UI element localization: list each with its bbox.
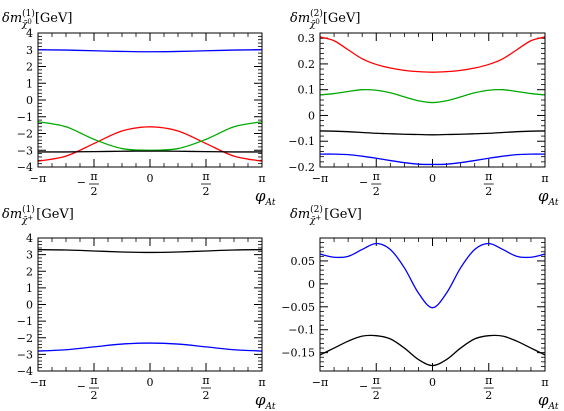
y-tick-label: 4 xyxy=(26,27,33,40)
y-tick-label: 0 xyxy=(308,278,315,291)
plot-frame xyxy=(319,32,546,168)
chart-panel-2: δm(2) χ̃0 [GeV]φAt−0.2−0.100.10.20.3−π − π20… xyxy=(288,8,559,208)
y-tick-label: 3 xyxy=(26,249,33,262)
y-tick-label: 0 xyxy=(26,299,33,312)
y-tick-label: 0.05 xyxy=(291,255,316,268)
series-line-4 xyxy=(37,150,263,153)
y-axis-label: δm(1) χ̃0 [GeV] xyxy=(2,8,72,30)
x-tick-label: 2 xyxy=(485,185,492,198)
x-tick-label: 2 xyxy=(485,389,492,402)
x-tick-label: π xyxy=(541,376,548,389)
y-tick-label: 0 xyxy=(308,109,315,122)
x-tick-label: π xyxy=(373,374,380,387)
x-tick-label: −π xyxy=(30,376,46,389)
series-line-1 xyxy=(37,49,263,53)
y-tick-label: −0.2 xyxy=(288,161,315,174)
x-axis-label: φAt xyxy=(538,391,559,411)
x-axis-label: φAt xyxy=(255,391,276,411)
x-tick-label: 0 xyxy=(429,172,436,185)
x-tick-label: −π xyxy=(312,376,328,389)
plot-frame xyxy=(37,32,263,168)
x-tick-label: π xyxy=(485,170,492,183)
y-tick-label: 2 xyxy=(26,265,33,278)
x-tick-label: π xyxy=(485,374,492,387)
y-tick-label: −1 xyxy=(17,111,33,124)
y-tick-label: −4 xyxy=(17,365,33,378)
y-tick-label: 0.2 xyxy=(298,58,316,71)
y-tick-label: −0.05 xyxy=(281,301,315,314)
series-line-1 xyxy=(319,242,546,309)
series-line-2 xyxy=(319,334,546,367)
series-line-1 xyxy=(37,248,263,254)
y-tick-label: −4 xyxy=(17,161,33,174)
x-tick-label: −π xyxy=(312,172,328,185)
y-tick-label: −0.1 xyxy=(288,135,315,148)
series-line-2 xyxy=(319,88,546,104)
x-axis-label: φAt xyxy=(538,187,559,208)
x-tick-label: π xyxy=(202,374,209,387)
y-tick-label: 0.1 xyxy=(298,84,316,97)
x-tick-label: 2 xyxy=(373,389,380,402)
x-tick-label: − xyxy=(77,176,86,189)
x-axis-label: φAt xyxy=(255,187,276,208)
x-tick-label: 0 xyxy=(429,376,436,389)
y-tick-label: −3 xyxy=(17,144,33,157)
y-tick-label: −0.1 xyxy=(288,324,315,337)
x-tick-label: π xyxy=(258,172,265,185)
x-tick-label: −π xyxy=(30,172,46,185)
x-tick-label: π xyxy=(90,170,97,183)
y-axis-label: δm(2) χ̃+ [GeV] xyxy=(290,204,362,226)
y-tick-label: −0.15 xyxy=(281,347,315,360)
plot-frame xyxy=(319,237,546,372)
x-tick-label: π xyxy=(373,170,380,183)
x-tick-label: 2 xyxy=(90,389,97,402)
y-axis-label: δm(1) χ̃+ [GeV] xyxy=(2,204,74,226)
series-line-3 xyxy=(319,130,546,136)
y-tick-label: −2 xyxy=(17,128,33,141)
plot-frame xyxy=(37,237,263,372)
x-tick-label: 2 xyxy=(90,185,97,198)
y-tick-label: 2 xyxy=(26,61,33,74)
series-line-4 xyxy=(319,153,546,166)
x-tick-label: 2 xyxy=(373,185,380,198)
x-tick-label: − xyxy=(359,380,368,393)
y-tick-label: −2 xyxy=(17,332,33,345)
y-tick-label: −3 xyxy=(17,348,33,361)
x-tick-label: 0 xyxy=(147,376,154,389)
x-tick-label: π xyxy=(541,172,548,185)
series-line-3 xyxy=(37,121,263,151)
y-tick-label: 0.3 xyxy=(298,32,316,45)
x-tick-label: 0 xyxy=(147,172,154,185)
x-tick-label: 2 xyxy=(203,185,210,198)
series-line-1 xyxy=(319,36,546,73)
x-tick-label: 2 xyxy=(203,389,210,402)
y-axis-label: δm(2) χ̃0 [GeV] xyxy=(290,8,360,30)
y-tick-label: 3 xyxy=(26,44,33,57)
y-tick-label: −1 xyxy=(17,315,33,328)
x-tick-label: − xyxy=(359,176,368,189)
x-tick-label: − xyxy=(77,380,86,393)
x-tick-label: π xyxy=(258,376,265,389)
x-tick-label: π xyxy=(90,374,97,387)
series-line-2 xyxy=(37,342,263,352)
y-tick-label: 1 xyxy=(26,282,33,295)
y-tick-label: 1 xyxy=(26,77,33,90)
y-tick-label: 0 xyxy=(26,94,33,107)
y-tick-label: 4 xyxy=(26,232,33,245)
x-tick-label: π xyxy=(202,170,209,183)
series-line-2 xyxy=(37,126,263,162)
